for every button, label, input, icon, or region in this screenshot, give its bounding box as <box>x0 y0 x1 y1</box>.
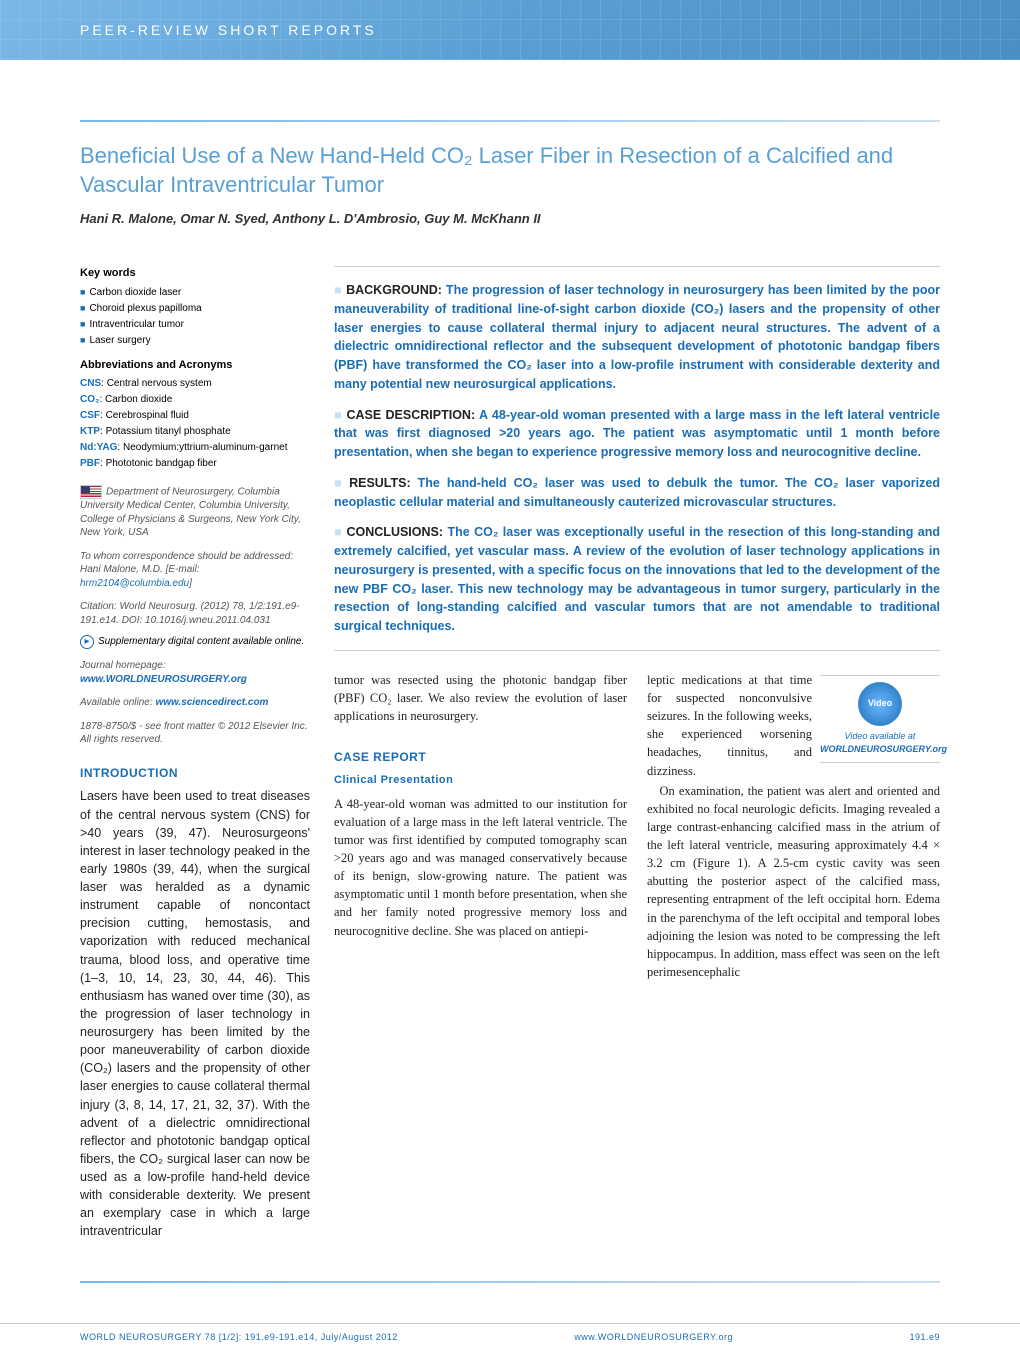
video-callout[interactable]: Video Video available at WORLDNEUROSURGE… <box>820 675 940 763</box>
authors: Hani R. Malone, Omar N. Syed, Anthony L.… <box>80 211 940 226</box>
clinical-presentation-heading: Clinical Presentation <box>334 773 627 789</box>
keyword: ■Laser surgery <box>80 334 310 348</box>
citation: Citation: World Neurosurg. (2012) 78, 1/… <box>80 600 310 627</box>
abbreviation: CNS: Central nervous system <box>80 377 310 391</box>
title-rule <box>80 120 940 122</box>
journal-homepage: Journal homepage: www.WORLDNEUROSURGERY.… <box>80 659 310 686</box>
abbreviations-heading: Abbreviations and Acronyms <box>80 358 310 373</box>
body-para: A 48-year-old woman was admitted to our … <box>334 795 627 940</box>
footer-page-number: 191.e9 <box>909 1332 940 1342</box>
article-title: Beneficial Use of a New Hand-Held CO₂ La… <box>80 142 940 199</box>
copyright: 1878-8750/$ - see front matter © 2012 El… <box>80 720 310 747</box>
bullet-icon: ■ <box>334 283 342 297</box>
main-column: ■BACKGROUND: The progression of laser te… <box>334 266 940 1240</box>
footer-rule <box>80 1281 940 1283</box>
introduction-heading: INTRODUCTION <box>80 765 310 782</box>
abbreviation: CO₂: Carbon dioxide <box>80 393 310 407</box>
bullet-icon: ■ <box>80 303 85 313</box>
section-label: Peer-Review Short Reports <box>0 0 1020 38</box>
footer-citation: WORLD NEUROSURGERY 78 [1/2]: 191.e9-191.… <box>80 1332 398 1342</box>
abstract-box: ■BACKGROUND: The progression of laser te… <box>334 266 940 651</box>
journal-header-band: Peer-Review Short Reports <box>0 0 1020 60</box>
journal-link[interactable]: www.WORLDNEUROSURGERY.org <box>80 674 247 685</box>
video-icon: Video <box>858 682 902 726</box>
abstract-background: ■BACKGROUND: The progression of laser te… <box>334 281 940 394</box>
bullet-icon: ■ <box>334 525 343 539</box>
keywords-heading: Key words <box>80 266 310 281</box>
abstract-results: ■RESULTS: The hand-held CO₂ laser was us… <box>334 474 940 512</box>
keyword: ■Carbon dioxide laser <box>80 286 310 300</box>
body-para: tumor was resected using the photonic ba… <box>334 671 627 725</box>
correspondence: To whom correspondence should be address… <box>80 550 310 591</box>
keyword: ■Intraventricular tumor <box>80 318 310 332</box>
abstract-case: ■CASE DESCRIPTION: A 48-year-old woman p… <box>334 406 940 462</box>
bullet-icon: ■ <box>80 287 85 297</box>
abbreviation: Nd:YAG: Neodymium:yttrium-aluminum-garne… <box>80 441 310 455</box>
body-columns: tumor was resected using the photonic ba… <box>334 671 940 981</box>
body-col-1: tumor was resected using the photonic ba… <box>334 671 627 981</box>
body-col-2: Video Video available at WORLDNEUROSURGE… <box>647 671 940 981</box>
sidebar: Key words ■Carbon dioxide laser ■Choroid… <box>80 266 310 1240</box>
supplementary-note: ▸Supplementary digital content available… <box>80 635 310 649</box>
keyword: ■Choroid plexus papilloma <box>80 302 310 316</box>
body-para: On examination, the patient was alert an… <box>647 782 940 981</box>
bullet-icon: ■ <box>334 408 342 422</box>
bullet-icon: ■ <box>80 335 85 345</box>
introduction-text: Lasers have been used to treat diseases … <box>80 787 310 1240</box>
abbreviation: PBF: Phototonic bandgap fiber <box>80 457 310 471</box>
play-icon: ▸ <box>80 635 94 649</box>
video-link[interactable]: WORLDNEUROSURGERY.org <box>820 743 940 756</box>
bullet-icon: ■ <box>334 476 345 490</box>
flag-icon-usa <box>80 485 102 499</box>
sciencedirect-link[interactable]: www.sciencedirect.com <box>155 697 268 708</box>
page-content: Beneficial Use of a New Hand-Held CO₂ La… <box>0 60 1020 1281</box>
affiliation: Department of Neurosurgery, Columbia Uni… <box>80 485 310 540</box>
bullet-icon: ■ <box>80 319 85 329</box>
page-footer: WORLD NEUROSURGERY 78 [1/2]: 191.e9-191.… <box>0 1323 1020 1350</box>
email-link[interactable]: hrm2104@columbia.edu <box>80 578 189 589</box>
case-report-heading: CASE REPORT <box>334 749 627 766</box>
available-online: Available online: www.sciencedirect.com <box>80 696 310 710</box>
abbreviation: KTP: Potassium titanyl phosphate <box>80 425 310 439</box>
video-caption: Video available at <box>820 730 940 743</box>
footer-url: www.WORLDNEUROSURGERY.org <box>574 1332 733 1342</box>
abstract-conclusions: ■CONCLUSIONS: The CO₂ laser was exceptio… <box>334 523 940 636</box>
abbreviation: CSF: Cerebrospinal fluid <box>80 409 310 423</box>
